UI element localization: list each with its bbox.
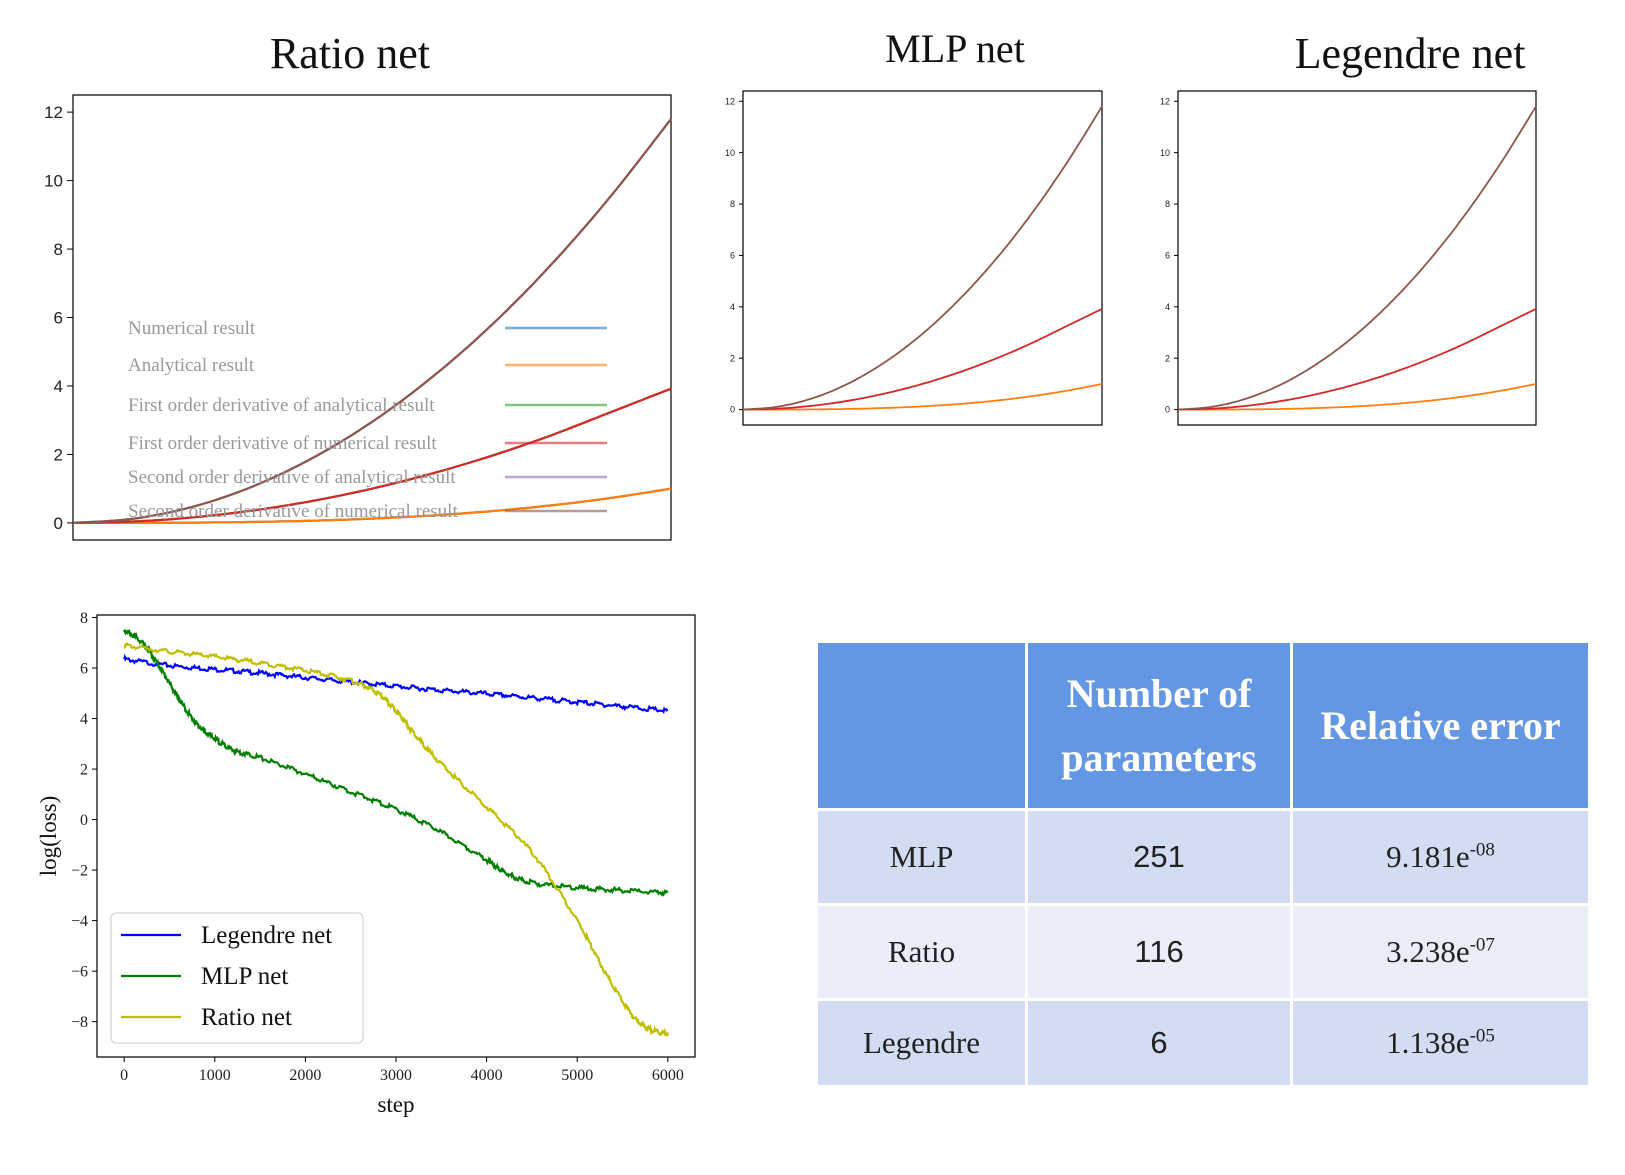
plot-frame bbox=[1177, 90, 1537, 426]
error-exponent: -08 bbox=[1469, 839, 1495, 861]
legend-label: Analytical result bbox=[128, 355, 255, 376]
results-table: Number of parameters Relative error MLP … bbox=[815, 640, 1591, 1088]
y-axis-label: log(loss) bbox=[36, 796, 61, 877]
y-tick-label: 0 bbox=[80, 812, 88, 829]
error-exponent: -05 bbox=[1469, 1025, 1495, 1047]
legend-label: MLP net bbox=[201, 963, 288, 990]
param-count: 6 bbox=[1025, 998, 1293, 1088]
legend-label: Numerical result bbox=[128, 318, 256, 339]
x-tick-label: 1000 bbox=[199, 1067, 231, 1084]
series-line-3 bbox=[72, 387, 672, 524]
legend-label: First order derivative of numerical resu… bbox=[128, 433, 437, 454]
y-tick-label: 2 bbox=[730, 353, 735, 363]
mlp-net-chart: 0 2 4 6 8 10 12 bbox=[725, 90, 1103, 426]
x-tick-label: 3000 bbox=[380, 1067, 412, 1084]
series-line-2 bbox=[1177, 105, 1537, 411]
param-count: 251 bbox=[1025, 808, 1293, 906]
legend-label: First order derivative of analytical res… bbox=[128, 395, 435, 416]
table-header-params: Number of parameters bbox=[1025, 640, 1293, 811]
series-line-1 bbox=[742, 308, 1103, 411]
y-tick-label: 8 bbox=[1165, 199, 1170, 209]
y-tick-label: 12 bbox=[725, 96, 735, 106]
y-tick-label: 8 bbox=[730, 199, 735, 209]
relative-error: 1.138e-05 bbox=[1290, 998, 1591, 1088]
y-tick-label: 6 bbox=[54, 308, 63, 327]
y-tick-label: 12 bbox=[44, 103, 63, 122]
y-tick-label: 12 bbox=[1160, 96, 1170, 106]
model-name: MLP bbox=[815, 808, 1028, 906]
y-tick-label: 8 bbox=[80, 610, 88, 627]
y-tick-label: 2 bbox=[54, 445, 63, 464]
y-tick-label: −2 bbox=[71, 863, 88, 880]
series-line-0 bbox=[123, 653, 669, 714]
chart-title-mlp: MLP net bbox=[885, 26, 1025, 71]
error-exponent: -07 bbox=[1469, 934, 1495, 956]
series-line-5 bbox=[72, 118, 672, 524]
series-line-2 bbox=[742, 105, 1103, 411]
x-tick-label: 6000 bbox=[652, 1067, 684, 1084]
y-tick-label: 4 bbox=[54, 377, 63, 396]
y-tick-label: 4 bbox=[730, 302, 735, 312]
y-tick-label: −8 bbox=[71, 1014, 88, 1031]
series-line-0 bbox=[1178, 383, 1537, 411]
y-tick-label: 0 bbox=[1165, 405, 1170, 415]
series-line-1 bbox=[73, 487, 672, 524]
series-line-1 bbox=[1177, 308, 1537, 411]
model-name: Ratio bbox=[815, 903, 1028, 1001]
table-row: MLP 251 9.181e-08 bbox=[815, 808, 1591, 906]
table-row: Legendre 6 1.138e-05 bbox=[815, 998, 1591, 1088]
legendre-net-chart: 0 2 4 6 8 10 12 bbox=[1160, 90, 1537, 426]
y-tick-label: 6 bbox=[1165, 251, 1170, 261]
model-name: Legendre bbox=[815, 998, 1028, 1088]
plot-frame bbox=[742, 90, 1103, 426]
x-tick-label: 2000 bbox=[289, 1067, 321, 1084]
legend-label: Second order derivative of numerical res… bbox=[128, 501, 458, 522]
y-tick-label: −4 bbox=[71, 913, 88, 930]
series-line-0 bbox=[743, 383, 1103, 411]
y-tick-label: 0 bbox=[54, 514, 63, 533]
y-tick-label: 6 bbox=[80, 661, 88, 678]
x-tick-label: 4000 bbox=[471, 1067, 503, 1084]
y-tick-label: −6 bbox=[71, 964, 88, 981]
error-mantissa: 9.181e bbox=[1386, 839, 1470, 874]
x-tick-label: 5000 bbox=[561, 1067, 593, 1084]
table-row: Ratio 116 3.238e-07 bbox=[815, 903, 1591, 1001]
y-tick-label: 10 bbox=[725, 148, 735, 158]
error-mantissa: 1.138e bbox=[1386, 1025, 1470, 1060]
error-mantissa: 3.238e bbox=[1386, 934, 1470, 969]
series-line-2 bbox=[123, 641, 669, 1038]
y-tick-label: 6 bbox=[730, 251, 735, 261]
legend-box bbox=[110, 912, 364, 1044]
table-header-row: Number of parameters Relative error bbox=[815, 640, 1591, 811]
param-count: 116 bbox=[1025, 903, 1293, 1001]
relative-error: 9.181e-08 bbox=[1290, 808, 1591, 906]
loss-chart: −8 −6 −4 −2 0 2 4 6 8 0 1000 2000 3000 4000 5000 6000 st… bbox=[36, 610, 696, 1117]
y-tick-label: 2 bbox=[80, 762, 88, 779]
y-tick-label: 10 bbox=[44, 172, 63, 191]
legend-label: Second order derivative of analytical re… bbox=[128, 467, 456, 488]
y-tick-label: 4 bbox=[80, 711, 88, 728]
table-header-blank bbox=[815, 640, 1028, 811]
legend-label: Ratio net bbox=[201, 1004, 292, 1031]
x-axis-label: step bbox=[377, 1092, 414, 1117]
y-tick-label: 0 bbox=[730, 405, 735, 415]
y-tick-label: 8 bbox=[54, 240, 63, 259]
relative-error: 3.238e-07 bbox=[1290, 903, 1591, 1001]
ratio-net-chart: 0 2 4 6 8 10 12 Numerical result Analytical resu… bbox=[44, 94, 672, 541]
legend-label: Legendre net bbox=[201, 922, 332, 949]
y-tick-label: 2 bbox=[1165, 353, 1170, 363]
chart-title-legendre: Legendre net bbox=[1294, 29, 1526, 78]
x-tick-label: 0 bbox=[120, 1067, 128, 1084]
chart-title-ratio: Ratio net bbox=[269, 29, 431, 78]
y-tick-label: 10 bbox=[1160, 148, 1170, 158]
series-line-1 bbox=[123, 628, 669, 897]
table-header-error: Relative error bbox=[1290, 640, 1591, 811]
y-tick-label: 4 bbox=[1165, 302, 1170, 312]
